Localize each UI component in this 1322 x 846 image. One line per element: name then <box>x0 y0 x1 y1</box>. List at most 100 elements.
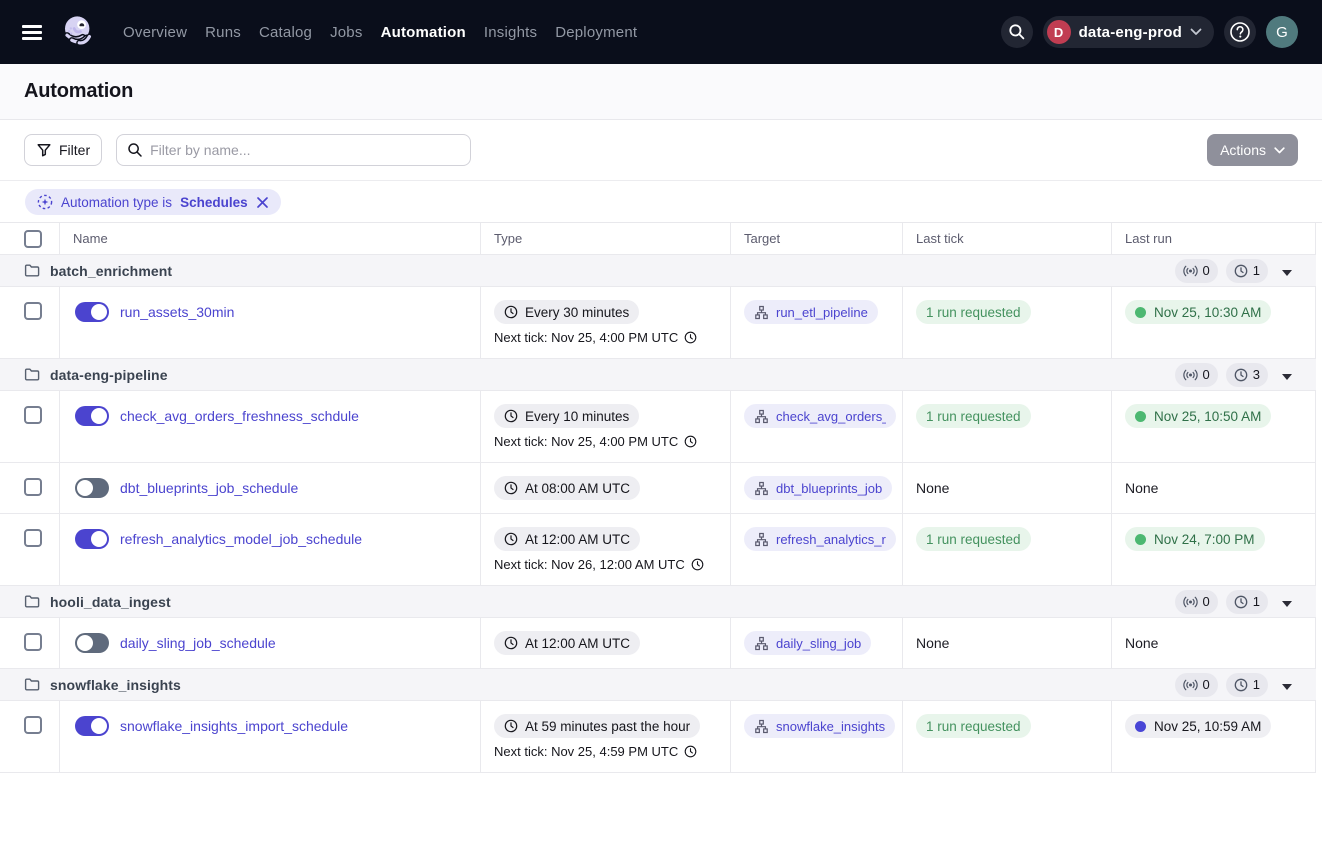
last-run-link[interactable]: Nov 24, 7:00 PM <box>1125 527 1265 551</box>
row-checkbox[interactable] <box>24 529 42 547</box>
run-status-dot <box>1135 720 1146 732</box>
actions-button[interactable]: Actions <box>1207 134 1298 166</box>
schedule-interval-chip: At 12:00 AM UTC <box>494 631 641 655</box>
row-checkbox[interactable] <box>24 406 42 424</box>
filter-button[interactable]: Filter <box>24 134 103 166</box>
schedule-count-badge: 1 <box>1225 258 1268 283</box>
page-title: Automation <box>24 80 134 102</box>
user-avatar[interactable]: G <box>1266 16 1298 48</box>
schedule-count-badge: 1 <box>1225 589 1268 614</box>
active-filters-row: Automation type is Schedules <box>0 181 1322 223</box>
sensor-count: 0 <box>1202 367 1210 382</box>
last-tick-status: 1 run requested <box>916 714 1031 738</box>
next-tick: Next tick: Nov 25, 4:00 PM UTC <box>494 434 717 449</box>
folder-icon <box>24 367 40 382</box>
schedule-name-link[interactable]: check_avg_orders_freshness_schdule <box>120 408 359 424</box>
last-run-time: Nov 25, 10:30 AM <box>1154 304 1262 320</box>
schedule-count-badge: 3 <box>1225 362 1268 387</box>
nav-item-runs[interactable]: Runs <box>205 23 241 41</box>
group-row-data-eng-pipeline[interactable]: data-eng-pipeline 0 3 <box>0 359 1316 391</box>
target-chip[interactable]: refresh_analytics_r <box>744 527 896 551</box>
clock-icon <box>504 409 518 423</box>
select-all-checkbox[interactable] <box>24 229 42 248</box>
deployment-name: data-eng-prod <box>1078 23 1182 41</box>
schedule-name-link[interactable]: daily_sling_job_schedule <box>120 635 276 651</box>
deployment-switcher[interactable]: D data-eng-prod <box>1042 16 1214 48</box>
row-checkbox[interactable] <box>24 633 42 651</box>
nav-items: Overview Runs Catalog Jobs Automation Insight… <box>123 24 637 41</box>
group-row-batch_enrichment[interactable]: batch_enrichment 0 1 <box>0 255 1316 287</box>
schedule-name-link[interactable]: refresh_analytics_model_job_schedule <box>120 531 363 547</box>
last-run-link[interactable]: Nov 25, 10:50 AM <box>1125 404 1272 428</box>
schedule-name-link[interactable]: snowflake_insights_import_schedule <box>120 718 349 734</box>
group-row-hooli_data_ingest[interactable]: hooli_data_ingest 0 1 <box>0 586 1316 618</box>
nav-item-jobs[interactable]: Jobs <box>330 23 363 41</box>
next-tick: Next tick: Nov 25, 4:00 PM UTC <box>494 330 717 345</box>
last-run-none: None <box>1125 480 1159 496</box>
hamburger-menu-icon[interactable] <box>12 12 52 52</box>
last-run-link[interactable]: Nov 25, 10:30 AM <box>1125 300 1272 324</box>
close-icon[interactable] <box>256 196 269 209</box>
row-checkbox[interactable] <box>24 302 42 320</box>
collapse-caret-icon[interactable] <box>1282 600 1292 607</box>
nav-item-overview[interactable]: Overview <box>123 23 188 41</box>
schedule-interval-chip: Every 30 minutes <box>494 300 640 324</box>
schedule-toggle[interactable] <box>75 478 109 498</box>
filter-chip-text: Automation type is <box>61 194 173 210</box>
schedule-count: 3 <box>1252 367 1260 382</box>
nav-item-insights[interactable]: Insights <box>483 23 538 41</box>
target-chip[interactable]: daily_sling_job <box>744 631 872 655</box>
clock-icon <box>1234 264 1248 278</box>
filter-by-name-input[interactable] <box>116 134 472 166</box>
collapse-caret-icon[interactable] <box>1282 683 1292 690</box>
clock-icon <box>684 435 697 448</box>
schedule-row-daily_sling_job_schedule: daily_sling_job_schedule At 12:00 AM UTC d… <box>0 618 1316 669</box>
schedule-name-link[interactable]: run_assets_30min <box>120 304 235 320</box>
row-checkbox[interactable] <box>24 716 42 734</box>
last-run-none: None <box>1125 635 1159 651</box>
dagster-logo-icon[interactable] <box>60 14 96 50</box>
next-tick: Next tick: Nov 25, 4:59 PM UTC <box>494 744 717 759</box>
help-icon <box>1229 21 1251 43</box>
search-button[interactable] <box>1000 16 1033 48</box>
schedule-toggle[interactable] <box>75 302 109 322</box>
target-chip[interactable]: check_avg_orders_ <box>744 404 896 428</box>
sensor-count-badge: 0 <box>1174 672 1218 697</box>
schedule-toggle[interactable] <box>75 406 109 426</box>
sensor-count: 0 <box>1202 677 1210 692</box>
clock-icon <box>1234 595 1248 609</box>
group-name: hooli_data_ingest <box>50 593 171 610</box>
sensor-count-badge: 0 <box>1174 258 1218 283</box>
clock-icon <box>691 558 704 571</box>
run-status-dot <box>1135 410 1146 422</box>
last-run-time: Nov 25, 10:59 AM <box>1154 718 1262 734</box>
schedule-count: 1 <box>1252 677 1260 692</box>
sensor-icon <box>1182 596 1198 608</box>
sensor-count-badge: 0 <box>1174 589 1218 614</box>
schedule-row-snowflake_insights_import_schedule: snowflake_insights_import_schedule At 59 … <box>0 701 1316 773</box>
schedule-name-link[interactable]: dbt_blueprints_job_schedule <box>120 480 299 496</box>
schedule-interval-chip: At 12:00 AM UTC <box>494 527 641 551</box>
collapse-caret-icon[interactable] <box>1282 373 1292 380</box>
automation-type-filter-chip[interactable]: Automation type is Schedules <box>25 189 281 215</box>
target-chip[interactable]: snowflake_insights <box>744 714 896 738</box>
schedule-toggle[interactable] <box>75 633 109 653</box>
clock-icon <box>504 636 518 650</box>
folder-icon <box>24 677 40 692</box>
target-chip[interactable]: run_etl_pipeline <box>744 300 878 324</box>
top-nav: Overview Runs Catalog Jobs Automation Insight… <box>0 0 1322 64</box>
chevron-down-icon <box>1274 146 1285 154</box>
schedule-toggle[interactable] <box>75 716 109 736</box>
page-header: Automation <box>0 64 1322 120</box>
schedule-toggle[interactable] <box>75 529 109 549</box>
nav-item-automation[interactable]: Automation <box>380 23 466 41</box>
filter-chip-value: Schedules <box>180 194 248 210</box>
nav-item-deployment[interactable]: Deployment <box>555 23 638 41</box>
collapse-caret-icon[interactable] <box>1282 269 1292 276</box>
target-chip[interactable]: dbt_blueprints_job <box>744 476 893 500</box>
help-button[interactable] <box>1224 16 1256 48</box>
nav-item-catalog[interactable]: Catalog <box>258 23 313 41</box>
group-row-snowflake_insights[interactable]: snowflake_insights 0 1 <box>0 669 1316 701</box>
last-run-link[interactable]: Nov 25, 10:59 AM <box>1125 714 1272 738</box>
row-checkbox[interactable] <box>24 478 42 496</box>
